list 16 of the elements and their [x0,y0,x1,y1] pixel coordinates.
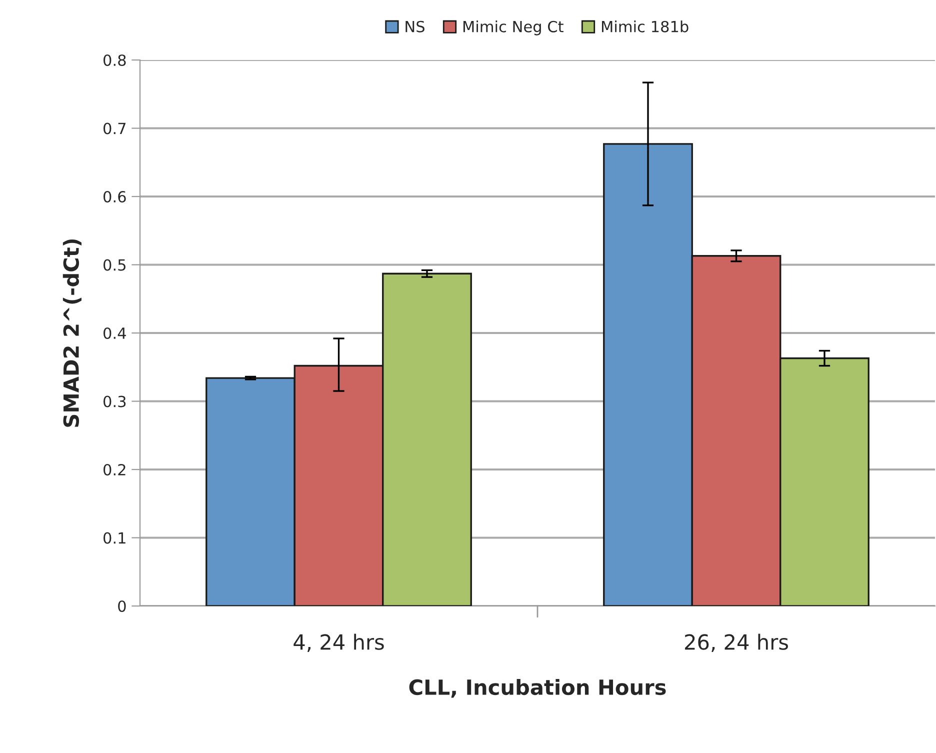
legend-label: NS [406,20,424,32]
legend-label: Mimic Neg Ct [463,20,564,36]
y-tick-label: 0.5 [104,259,126,271]
x-tick-label: 26, 24 hrs [685,634,788,652]
y-tick-label: 0.2 [104,464,126,476]
x-tick-label: 4, 24 hrs [294,634,384,652]
y-tick-label: 0.8 [104,54,126,66]
y-tick-label: 0.3 [104,396,126,408]
y-axis-title: SMAD2 2^(-dCt) [62,239,82,427]
y-tick-label: 0.4 [104,327,126,340]
x-axis-title: CLL, Incubation Hours [409,678,666,698]
y-tick-label: 0.6 [104,190,126,203]
y-tick-label: 0.7 [104,122,126,134]
y-tick-label: 0.1 [104,532,126,544]
y-tick-label: 0 [118,600,126,612]
legend-label: Mimic 181b [602,20,688,32]
